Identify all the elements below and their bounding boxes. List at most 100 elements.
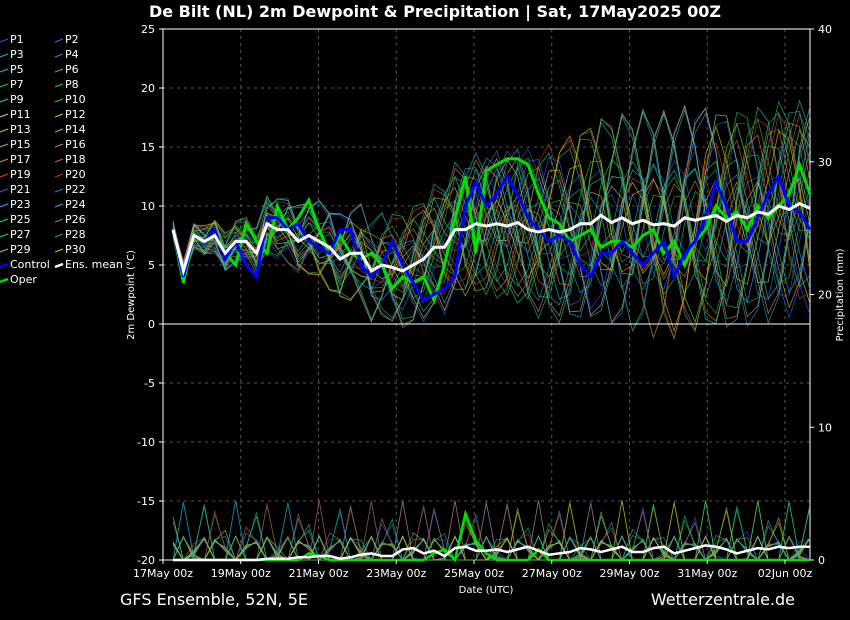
- y-tick-label: 5: [148, 259, 155, 272]
- x-tick-label: 02Jun 00z: [758, 567, 813, 580]
- x-tick-label: 31May 00z: [677, 567, 737, 580]
- legend-swatch: [0, 53, 9, 58]
- highlight-series: [171, 157, 812, 305]
- y-tick-label: 20: [141, 82, 155, 95]
- legend-swatch: [54, 248, 64, 253]
- legend-label: Oper: [10, 273, 37, 286]
- legend-label: P8: [65, 78, 79, 91]
- legend-swatch: [54, 262, 64, 269]
- y-right-tick-label: 10: [818, 421, 832, 434]
- member-precip-line: [172, 535, 810, 561]
- legend-label: P14: [65, 123, 86, 136]
- legend-label: P22: [65, 183, 86, 196]
- member-line: [172, 121, 811, 325]
- legend-label: P1: [10, 33, 24, 46]
- legend-swatch: [0, 203, 9, 208]
- y-tick-label: -15: [137, 495, 155, 508]
- legend-swatch: [0, 173, 9, 178]
- legend-label: P11: [10, 108, 31, 121]
- legend-swatch: [0, 233, 9, 238]
- y-right-tick-label: 30: [818, 156, 832, 169]
- legend-label: P21: [10, 183, 31, 196]
- legend-label: P16: [65, 138, 86, 151]
- member-line: [172, 112, 811, 318]
- y-right-tick-label: 40: [818, 23, 832, 36]
- legend-label: P13: [10, 123, 31, 136]
- legend-label: P23: [10, 198, 31, 211]
- footer-source: Wetterzentrale.de: [651, 590, 795, 609]
- series-oper: [171, 157, 812, 305]
- legend-swatch: [54, 83, 64, 88]
- footer-model-info: GFS Ensemble, 52N, 5E: [120, 590, 308, 609]
- legend-label: P3: [10, 48, 24, 61]
- member-line: [172, 106, 811, 324]
- legend-swatch: [0, 188, 9, 193]
- legend-swatch: [54, 188, 64, 193]
- legend-swatch: [54, 113, 64, 118]
- legend-label: P27: [10, 228, 31, 241]
- legend-label: P26: [65, 213, 86, 226]
- legend-swatch: [54, 203, 64, 208]
- axes: 25 20 15 10 5 0 -5 -10 -15 -20 40 30 20 10 0 17May 00z 1…: [133, 23, 832, 580]
- legend-label: P30: [65, 243, 86, 256]
- legend-swatch: [54, 218, 64, 223]
- legend-label: P20: [65, 168, 86, 181]
- legend-swatch: [0, 262, 9, 269]
- legend-label: P5: [10, 63, 24, 76]
- legend-swatch: [0, 128, 9, 133]
- x-tick-label: 17May 00z: [133, 567, 193, 580]
- legend-swatch: [0, 218, 9, 223]
- member-line: [172, 100, 811, 341]
- legend-label: Control: [10, 258, 50, 271]
- legend-label: P2: [65, 33, 79, 46]
- member-line: [172, 118, 811, 339]
- member-line: [172, 117, 811, 322]
- legend-label: P24: [65, 198, 86, 211]
- legend-swatch: [54, 53, 64, 58]
- legend-swatch: [0, 248, 9, 253]
- legend-label: P18: [65, 153, 86, 166]
- x-tick-label: 21May 00z: [288, 567, 348, 580]
- legend-label: P10: [65, 93, 86, 106]
- x-axis-label: Date (UTC): [459, 585, 514, 596]
- y-axis-left-label: 2m Dewpoint (°C): [126, 250, 137, 340]
- legend-swatch: [54, 233, 64, 238]
- member-line: [172, 110, 811, 327]
- x-tick-label: 25May 00z: [444, 567, 504, 580]
- legend-swatch: [0, 113, 9, 118]
- series-ens-mean: [171, 201, 811, 277]
- member-lines: [172, 99, 811, 561]
- legend-label: P19: [10, 168, 31, 181]
- legend-label: P4: [65, 48, 79, 61]
- legend-swatch: [54, 68, 64, 73]
- legend-label: P25: [10, 213, 31, 226]
- series-control: [171, 172, 812, 303]
- legend-label: P28: [65, 228, 86, 241]
- y-axis-right-label: Precipitation (mm): [835, 248, 846, 341]
- legend-swatch: [0, 158, 9, 163]
- x-tick-label: 27May 00z: [522, 567, 582, 580]
- legend-label: P9: [10, 93, 24, 106]
- legend-label: P29: [10, 243, 31, 256]
- y-tick-label: -10: [137, 436, 155, 449]
- legend-label: P15: [10, 138, 31, 151]
- y-tick-label: 0: [148, 318, 155, 331]
- legend-swatch: [54, 173, 64, 178]
- y-tick-label: 25: [141, 23, 155, 36]
- legend-label: Ens. mean: [65, 258, 123, 271]
- legend-swatch: [0, 68, 9, 73]
- legend-swatch: [0, 143, 9, 148]
- legend-label: P17: [10, 153, 31, 166]
- y-tick-label: 10: [141, 200, 155, 213]
- legend-swatch: [0, 277, 9, 284]
- legend: P1 P2 P3 P4 P5 P6 P7 P8 P9 P10 P11 P12 P13 P14 P15 P16 P…: [0, 33, 123, 286]
- x-tick-label: 23May 00z: [366, 567, 426, 580]
- member-line: [172, 122, 811, 324]
- legend-label: P12: [65, 108, 86, 121]
- legend-swatch: [54, 38, 64, 43]
- member-line: [172, 111, 811, 332]
- legend-label: P7: [10, 78, 24, 91]
- legend-swatch: [54, 128, 64, 133]
- legend-swatch: [0, 83, 9, 88]
